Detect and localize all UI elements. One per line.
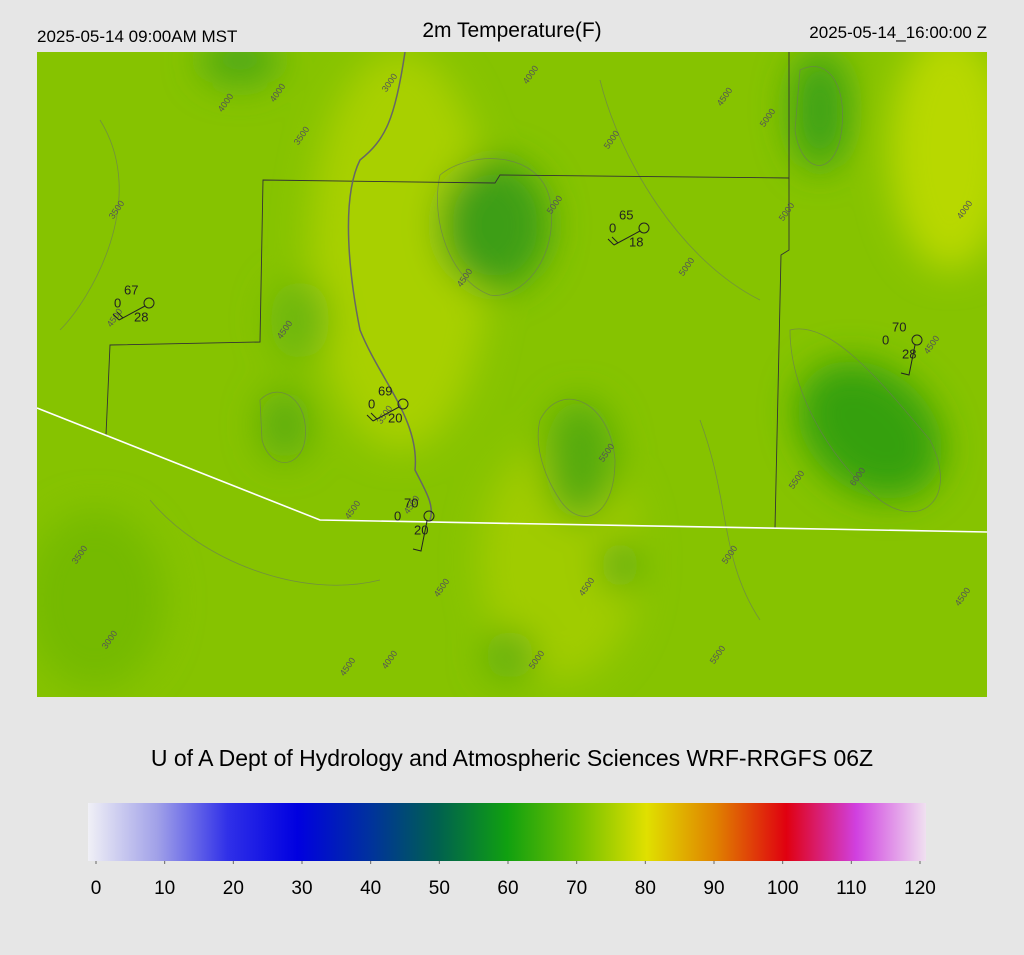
station-circle — [397, 398, 409, 410]
colorbar-tick-label: 40 — [360, 878, 381, 899]
map-title: 2m Temperature(F) — [422, 19, 601, 42]
station-bottom: 20 — [388, 410, 402, 425]
river — [347, 52, 432, 521]
border — [37, 407, 987, 533]
wind-barb — [607, 230, 641, 246]
station-left: 0 — [368, 396, 375, 411]
boundaries — [105, 52, 790, 529]
station-temp: 67 — [124, 282, 138, 297]
station-temp: 65 — [619, 207, 633, 222]
station-left: 0 — [114, 295, 121, 310]
colorbar-tick-label: 20 — [223, 878, 244, 899]
credit: U of A Dept of Hydrology and Atmospheric… — [151, 745, 873, 771]
valid-time-local: 2025-05-14 09:00AM MST — [37, 27, 237, 46]
station-bottom: 20 — [414, 522, 428, 537]
wind-barb — [412, 520, 428, 552]
colorbar-tick-label: 110 — [836, 878, 866, 899]
colorbar — [88, 803, 926, 861]
station-left: 0 — [609, 220, 616, 235]
colorbar-tick-label: 70 — [566, 878, 587, 899]
colorbar-tick-label: 30 — [291, 878, 312, 899]
station-circle — [638, 222, 650, 234]
station-bottom: 18 — [629, 234, 643, 249]
station-temp: 70 — [404, 495, 418, 510]
colorbar-tick-label: 120 — [904, 878, 936, 899]
colorbar-tick-label: 80 — [635, 878, 656, 899]
colorbar-tick-label: 0 — [91, 878, 102, 899]
colorbar-ticks: 0 10 20 30 40 50 60 70 80 90 100 110 120 — [91, 861, 936, 899]
colorbar-tick-label: 90 — [703, 878, 724, 899]
valid-time-utc: 2025-05-14_16:00:00 Z — [809, 23, 987, 42]
station-temp: 70 — [892, 319, 906, 334]
station-circle — [423, 510, 435, 522]
station-bottom: 28 — [134, 309, 148, 324]
station-temp: 69 — [378, 383, 392, 398]
station-left: 0 — [882, 332, 889, 347]
colorbar-tick-label: 50 — [429, 878, 450, 899]
temperature-field — [37, 52, 987, 690]
station-left: 0 — [394, 508, 401, 523]
station-bottom: 28 — [902, 346, 916, 361]
wind-barb — [112, 305, 146, 321]
colorbar-tick-label: 100 — [767, 878, 799, 899]
station-circle — [143, 297, 155, 309]
colorbar-tick-label: 60 — [497, 878, 518, 899]
station-circle — [911, 334, 923, 346]
colorbar-tick-label: 10 — [154, 878, 175, 899]
wind-barb — [900, 344, 916, 376]
contours — [59, 66, 941, 621]
wind-barb — [366, 406, 400, 422]
